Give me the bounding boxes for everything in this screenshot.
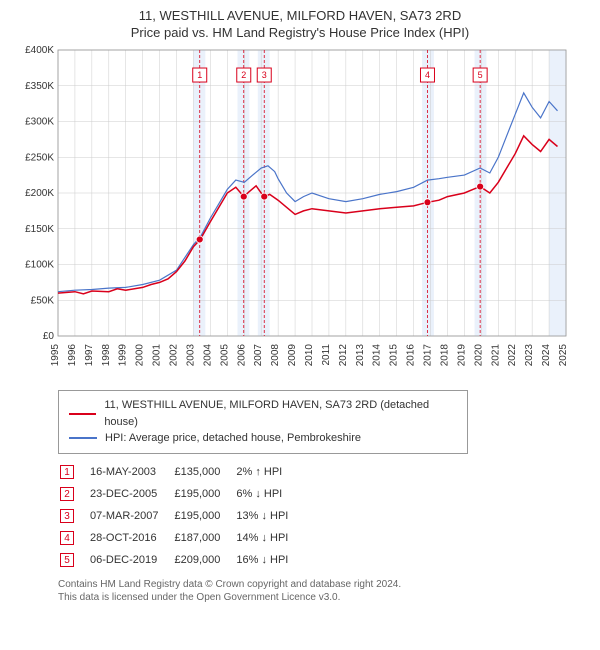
svg-text:2025: 2025 [558, 344, 569, 367]
transaction-marker: 3 [60, 509, 74, 523]
transaction-price: £135,000 [174, 462, 234, 482]
svg-text:2018: 2018 [439, 344, 450, 367]
svg-text:2015: 2015 [389, 344, 400, 367]
transaction-diff: 13% ↓ HPI [236, 506, 302, 526]
svg-text:2008: 2008 [270, 344, 281, 367]
svg-text:£350K: £350K [25, 81, 54, 92]
svg-text:£150K: £150K [25, 224, 54, 235]
svg-text:4: 4 [425, 70, 430, 80]
svg-text:2003: 2003 [185, 344, 196, 367]
legend-row: 11, WESTHILL AVENUE, MILFORD HAVEN, SA73… [69, 397, 457, 430]
svg-text:2019: 2019 [456, 344, 467, 367]
table-row: 3 07-MAR-2007£195,00013% ↓ HPI [60, 506, 302, 526]
svg-text:1997: 1997 [84, 344, 95, 367]
svg-text:2010: 2010 [304, 344, 315, 367]
transaction-price: £187,000 [174, 528, 234, 548]
svg-text:£300K: £300K [25, 117, 54, 128]
svg-text:2004: 2004 [202, 344, 213, 367]
svg-text:2021: 2021 [490, 344, 501, 367]
table-row: 4 28-OCT-2016£187,00014% ↓ HPI [60, 528, 302, 548]
svg-text:2024: 2024 [541, 344, 552, 367]
svg-text:2023: 2023 [524, 344, 535, 367]
svg-text:£200K: £200K [25, 188, 54, 199]
svg-text:2002: 2002 [169, 344, 180, 367]
svg-text:5: 5 [478, 70, 483, 80]
transaction-price: £209,000 [174, 550, 234, 570]
svg-text:3: 3 [262, 70, 267, 80]
legend: 11, WESTHILL AVENUE, MILFORD HAVEN, SA73… [58, 390, 468, 454]
svg-text:2014: 2014 [372, 344, 383, 367]
svg-text:£0: £0 [43, 331, 55, 342]
svg-text:2000: 2000 [135, 344, 146, 367]
transaction-date: 23-DEC-2005 [90, 484, 172, 504]
transactions-table: 1 16-MAY-2003£135,0002% ↑ HPI 2 23-DEC-2005… [58, 460, 304, 572]
transaction-diff: 6% ↓ HPI [236, 484, 302, 504]
svg-text:2011: 2011 [321, 344, 332, 366]
svg-text:2001: 2001 [152, 344, 163, 367]
svg-text:1996: 1996 [67, 344, 78, 367]
transaction-date: 28-OCT-2016 [90, 528, 172, 548]
svg-text:2007: 2007 [253, 344, 264, 367]
svg-text:1: 1 [197, 70, 202, 80]
svg-text:£400K: £400K [25, 45, 54, 56]
transaction-marker: 2 [60, 487, 74, 501]
transaction-diff: 16% ↓ HPI [236, 550, 302, 570]
table-row: 5 06-DEC-2019£209,00016% ↓ HPI [60, 550, 302, 570]
table-row: 1 16-MAY-2003£135,0002% ↑ HPI [60, 462, 302, 482]
transaction-diff: 2% ↑ HPI [236, 462, 302, 482]
svg-text:£100K: £100K [25, 260, 54, 271]
legend-label: 11, WESTHILL AVENUE, MILFORD HAVEN, SA73… [104, 397, 457, 430]
footer-attribution: Contains HM Land Registry data © Crown c… [58, 578, 578, 604]
title-address: 11, WESTHILL AVENUE, MILFORD HAVEN, SA73… [14, 8, 586, 23]
transaction-diff: 14% ↓ HPI [236, 528, 302, 548]
svg-text:2017: 2017 [423, 344, 434, 367]
svg-text:2005: 2005 [219, 344, 230, 367]
footer-line1: Contains HM Land Registry data © Crown c… [58, 578, 578, 591]
svg-text:1998: 1998 [101, 344, 112, 367]
transaction-marker: 4 [60, 531, 74, 545]
legend-label: HPI: Average price, detached house, Pemb… [105, 430, 361, 447]
chart-svg: £0 £50K £100K £150K £200K £250K £300K £350K £400… [14, 44, 574, 384]
svg-text:£50K: £50K [31, 295, 55, 306]
footer-line2: This data is licensed under the Open Gov… [58, 591, 578, 604]
legend-swatch [69, 437, 97, 439]
svg-text:2013: 2013 [355, 344, 366, 367]
svg-text:2022: 2022 [507, 344, 518, 367]
transaction-date: 16-MAY-2003 [90, 462, 172, 482]
svg-text:2016: 2016 [406, 344, 417, 367]
legend-row: HPI: Average price, detached house, Pemb… [69, 430, 457, 447]
transaction-marker: 5 [60, 553, 74, 567]
svg-text:2012: 2012 [338, 344, 349, 367]
svg-text:1995: 1995 [50, 344, 61, 367]
transaction-date: 06-DEC-2019 [90, 550, 172, 570]
chart-titles: 11, WESTHILL AVENUE, MILFORD HAVEN, SA73… [14, 8, 586, 40]
svg-text:2020: 2020 [473, 344, 484, 367]
svg-text:£250K: £250K [25, 152, 54, 163]
table-row: 2 23-DEC-2005£195,0006% ↓ HPI [60, 484, 302, 504]
transaction-price: £195,000 [174, 506, 234, 526]
svg-text:2009: 2009 [287, 344, 298, 367]
transaction-date: 07-MAR-2007 [90, 506, 172, 526]
transaction-price: £195,000 [174, 484, 234, 504]
legend-swatch [69, 413, 96, 415]
price-chart: £0 £50K £100K £150K £200K £250K £300K £350K £400… [14, 44, 586, 384]
transaction-marker: 1 [60, 465, 74, 479]
title-subtitle: Price paid vs. HM Land Registry's House … [14, 25, 586, 40]
svg-text:1999: 1999 [118, 344, 129, 367]
svg-text:2006: 2006 [236, 344, 247, 367]
svg-text:2: 2 [241, 70, 246, 80]
